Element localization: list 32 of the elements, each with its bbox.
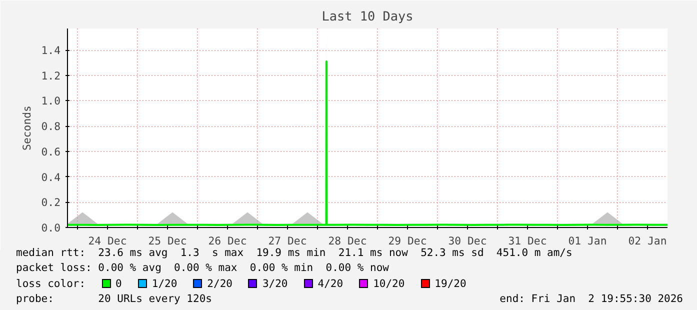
x-tick-label: 29 Dec xyxy=(388,234,427,248)
y-tick-label: 0.2 xyxy=(41,196,61,210)
text: end: Fri Jan 2 19:55:30 2026 xyxy=(500,292,683,307)
legend-title: loss color: xyxy=(16,278,86,290)
x-tick-label: 26 Dec xyxy=(208,234,247,248)
y-tick-label: 0.8 xyxy=(41,120,61,134)
x-tick-label: 28 Dec xyxy=(328,234,367,248)
y-tick-label: 1.4 xyxy=(41,44,61,58)
text: packet loss: 0.00 % avg 0.00 % max 0.00 % min 0.00 % now xyxy=(16,261,389,276)
x-tick-label: 01 Jan xyxy=(568,234,607,248)
y-tick-label: 0.6 xyxy=(41,145,61,158)
legend-label: 1/20 xyxy=(152,278,178,290)
legend-label: 2/20 xyxy=(207,278,232,290)
y-tick-label: 1.0 xyxy=(41,94,61,108)
y-tick-label: 1.2 xyxy=(41,69,61,82)
chart-title: Last 10 Days xyxy=(322,8,414,24)
x-tick-label: 25 Dec xyxy=(148,234,187,248)
legend-label: 3/20 xyxy=(262,278,288,290)
x-tick-label: 30 Dec xyxy=(448,234,487,248)
x-tick-label: 24 Dec xyxy=(88,234,127,248)
y-axis-title: Seconds xyxy=(20,106,34,150)
legend-label: 10/20 xyxy=(373,278,405,290)
x-tick-label: 31 Dec xyxy=(508,234,547,248)
text: median rtt: 23.6 ms avg 1.3 s max 19.9 ms min 21.1 ms now 52.3 ms sd 451.0 m am/s xyxy=(16,246,572,261)
legend-label: 19/20 xyxy=(434,278,466,290)
y-tick-label: 0.0 xyxy=(41,222,61,234)
y-tick-label: 0.4 xyxy=(41,170,61,184)
legend-label: 4/20 xyxy=(318,278,344,290)
legend-label: 0 xyxy=(116,278,122,290)
x-tick-label: 02 Jan xyxy=(628,234,667,248)
x-tick-label: 27 Dec xyxy=(268,234,307,248)
text: probe: 20 URLs every 120s xyxy=(16,292,212,307)
